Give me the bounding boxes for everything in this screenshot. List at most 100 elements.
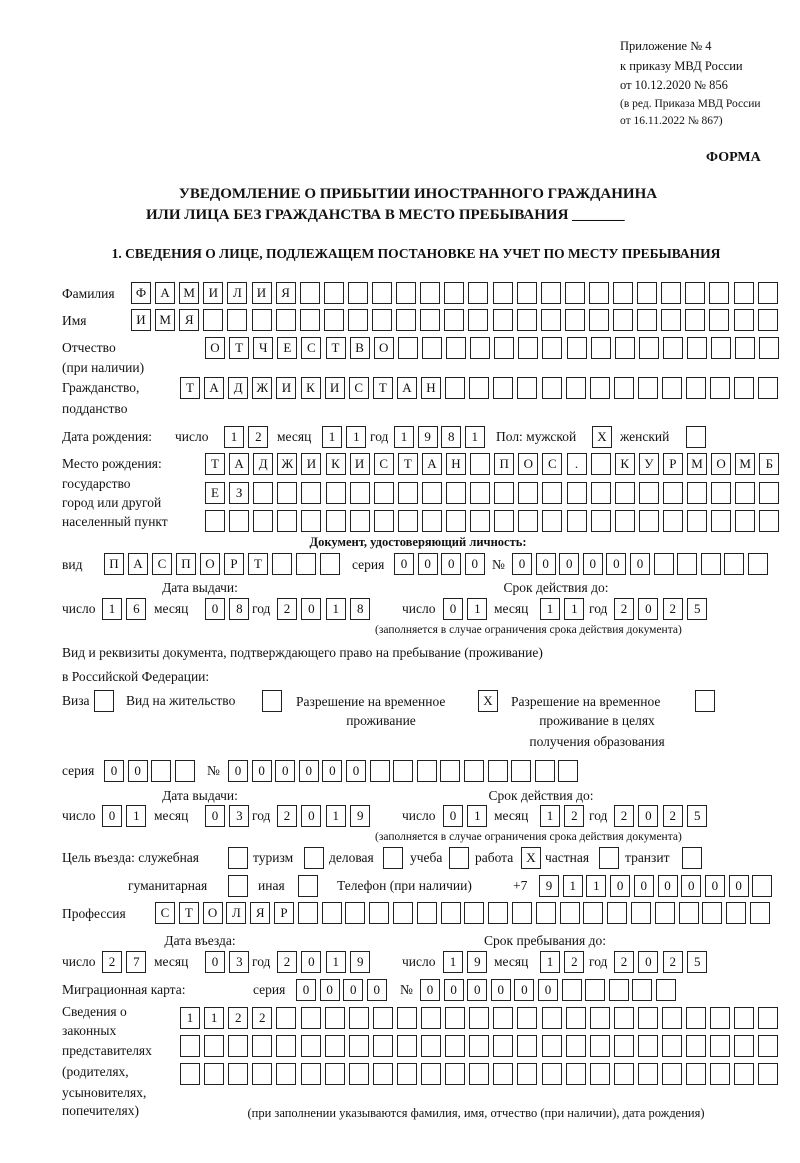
char-cell[interactable] bbox=[373, 482, 394, 504]
char-cell[interactable] bbox=[297, 902, 318, 924]
char-cell[interactable] bbox=[449, 847, 469, 869]
char-cell[interactable] bbox=[613, 377, 634, 399]
char-cell[interactable]: 0 bbox=[322, 760, 343, 782]
char-cell[interactable]: 1 bbox=[586, 875, 607, 897]
char-cell[interactable]: Ж bbox=[277, 453, 298, 475]
char-cell[interactable] bbox=[516, 282, 537, 304]
char-cell[interactable] bbox=[372, 282, 392, 304]
char-cell[interactable] bbox=[348, 1035, 369, 1057]
char-cell[interactable]: П bbox=[494, 453, 515, 475]
char-cell[interactable]: 3 bbox=[229, 805, 250, 827]
char-cell[interactable] bbox=[300, 1063, 321, 1085]
char-cell[interactable] bbox=[695, 690, 715, 712]
char-cell[interactable] bbox=[304, 847, 324, 869]
char-cell[interactable] bbox=[470, 482, 491, 504]
char-cell[interactable]: 0 bbox=[394, 553, 414, 575]
char-cell[interactable]: 1 bbox=[564, 598, 585, 620]
char-cell[interactable]: Н bbox=[421, 377, 441, 399]
char-cell[interactable] bbox=[566, 482, 587, 504]
char-cell[interactable] bbox=[564, 282, 585, 304]
char-cell[interactable] bbox=[470, 510, 491, 532]
char-cell[interactable] bbox=[726, 902, 747, 924]
char-cell[interactable] bbox=[656, 979, 676, 1001]
char-cell[interactable]: 0 bbox=[346, 760, 366, 782]
char-cell[interactable] bbox=[542, 482, 563, 504]
char-cell[interactable]: 2 bbox=[277, 951, 297, 973]
char-cell[interactable] bbox=[678, 902, 699, 924]
char-cell[interactable]: О bbox=[518, 453, 539, 475]
char-cell[interactable]: 0 bbox=[443, 979, 464, 1001]
char-cell[interactable]: Б bbox=[759, 453, 780, 475]
char-cell[interactable] bbox=[323, 282, 344, 304]
char-cell[interactable] bbox=[324, 1063, 345, 1085]
char-cell[interactable] bbox=[494, 482, 515, 504]
char-cell[interactable] bbox=[662, 1063, 682, 1085]
char-cell[interactable] bbox=[469, 377, 490, 399]
char-cell[interactable]: О bbox=[202, 902, 223, 924]
char-cell[interactable]: Д bbox=[228, 377, 249, 399]
char-cell[interactable] bbox=[204, 1063, 225, 1085]
char-cell[interactable]: 8 bbox=[229, 598, 250, 620]
char-cell[interactable]: 5 bbox=[687, 805, 708, 827]
char-cell[interactable] bbox=[373, 510, 394, 532]
char-cell[interactable]: 2 bbox=[102, 951, 122, 973]
char-cell[interactable]: 0 bbox=[298, 760, 319, 782]
char-cell[interactable] bbox=[396, 1035, 417, 1057]
char-cell[interactable]: 0 bbox=[102, 805, 122, 827]
char-cell[interactable]: В bbox=[349, 337, 370, 359]
char-cell[interactable] bbox=[632, 979, 653, 1001]
char-cell[interactable]: 0 bbox=[319, 979, 340, 1001]
char-cell[interactable]: П bbox=[104, 553, 124, 575]
char-cell[interactable] bbox=[396, 1007, 417, 1029]
char-cell[interactable]: 0 bbox=[205, 598, 225, 620]
char-cell[interactable] bbox=[561, 979, 582, 1001]
char-cell[interactable] bbox=[468, 282, 489, 304]
char-cell[interactable] bbox=[686, 1007, 707, 1029]
char-cell[interactable]: 0 bbox=[638, 598, 659, 620]
char-cell[interactable]: К bbox=[325, 453, 346, 475]
char-cell[interactable] bbox=[661, 282, 682, 304]
char-cell[interactable]: 0 bbox=[610, 875, 631, 897]
char-cell[interactable] bbox=[511, 760, 532, 782]
char-cell[interactable] bbox=[686, 1035, 707, 1057]
char-cell[interactable] bbox=[494, 337, 515, 359]
char-cell[interactable]: У bbox=[638, 453, 659, 475]
char-cell[interactable]: 0 bbox=[704, 875, 725, 897]
char-cell[interactable] bbox=[204, 1035, 225, 1057]
char-cell[interactable] bbox=[347, 309, 368, 331]
char-cell[interactable]: 0 bbox=[127, 760, 148, 782]
char-cell[interactable]: И bbox=[301, 453, 322, 475]
char-cell[interactable] bbox=[759, 482, 780, 504]
char-cell[interactable]: 0 bbox=[559, 553, 580, 575]
char-cell[interactable]: 0 bbox=[301, 598, 322, 620]
char-cell[interactable] bbox=[396, 282, 417, 304]
char-cell[interactable] bbox=[759, 510, 780, 532]
char-cell[interactable] bbox=[590, 510, 611, 532]
char-cell[interactable]: С bbox=[155, 902, 175, 924]
char-cell[interactable] bbox=[251, 309, 272, 331]
char-cell[interactable] bbox=[421, 510, 442, 532]
char-cell[interactable]: 2 bbox=[614, 598, 634, 620]
char-cell[interactable]: 0 bbox=[443, 805, 463, 827]
char-cell[interactable] bbox=[566, 337, 587, 359]
char-cell[interactable] bbox=[535, 902, 556, 924]
char-cell[interactable] bbox=[734, 1007, 755, 1029]
char-cell[interactable]: 1 bbox=[467, 805, 488, 827]
char-cell[interactable] bbox=[253, 510, 274, 532]
char-cell[interactable] bbox=[397, 482, 418, 504]
char-cell[interactable] bbox=[677, 553, 698, 575]
char-cell[interactable] bbox=[541, 377, 562, 399]
char-cell[interactable]: 0 bbox=[728, 875, 749, 897]
char-cell[interactable]: М bbox=[735, 453, 756, 475]
char-cell[interactable] bbox=[300, 1007, 321, 1029]
char-cell[interactable]: О bbox=[373, 337, 394, 359]
char-cell[interactable]: Л bbox=[227, 282, 248, 304]
char-cell[interactable]: И bbox=[324, 377, 345, 399]
char-cell[interactable]: 0 bbox=[633, 875, 654, 897]
char-cell[interactable] bbox=[262, 690, 282, 712]
char-cell[interactable] bbox=[588, 309, 609, 331]
char-cell[interactable] bbox=[296, 553, 316, 575]
char-cell[interactable]: 2 bbox=[252, 1007, 273, 1029]
char-cell[interactable] bbox=[397, 510, 418, 532]
char-cell[interactable] bbox=[396, 1063, 417, 1085]
